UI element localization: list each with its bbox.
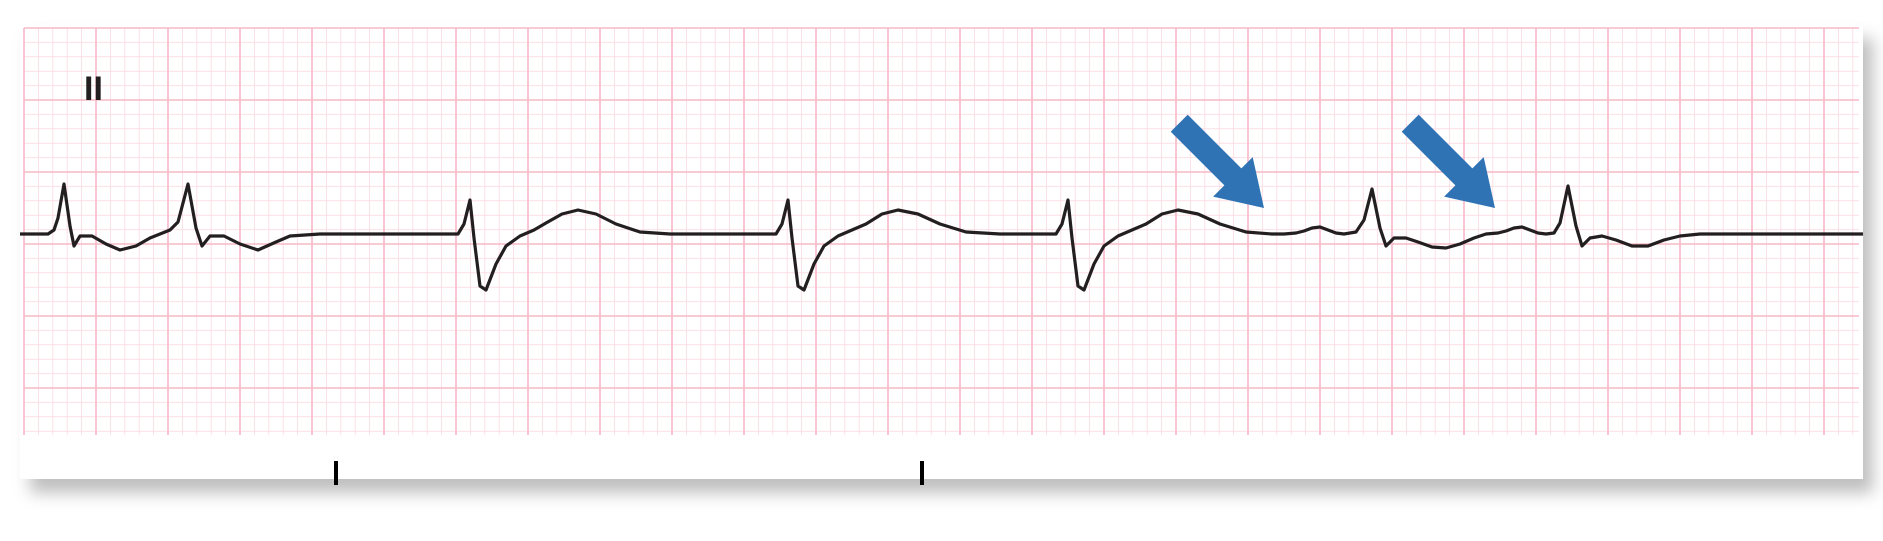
ecg-figure: II (0, 0, 1883, 541)
time-tick (334, 461, 338, 485)
lead-label: II (84, 70, 103, 109)
ecg-trace (20, 24, 1863, 479)
time-tick (920, 461, 924, 485)
ecg-strip (20, 24, 1863, 479)
